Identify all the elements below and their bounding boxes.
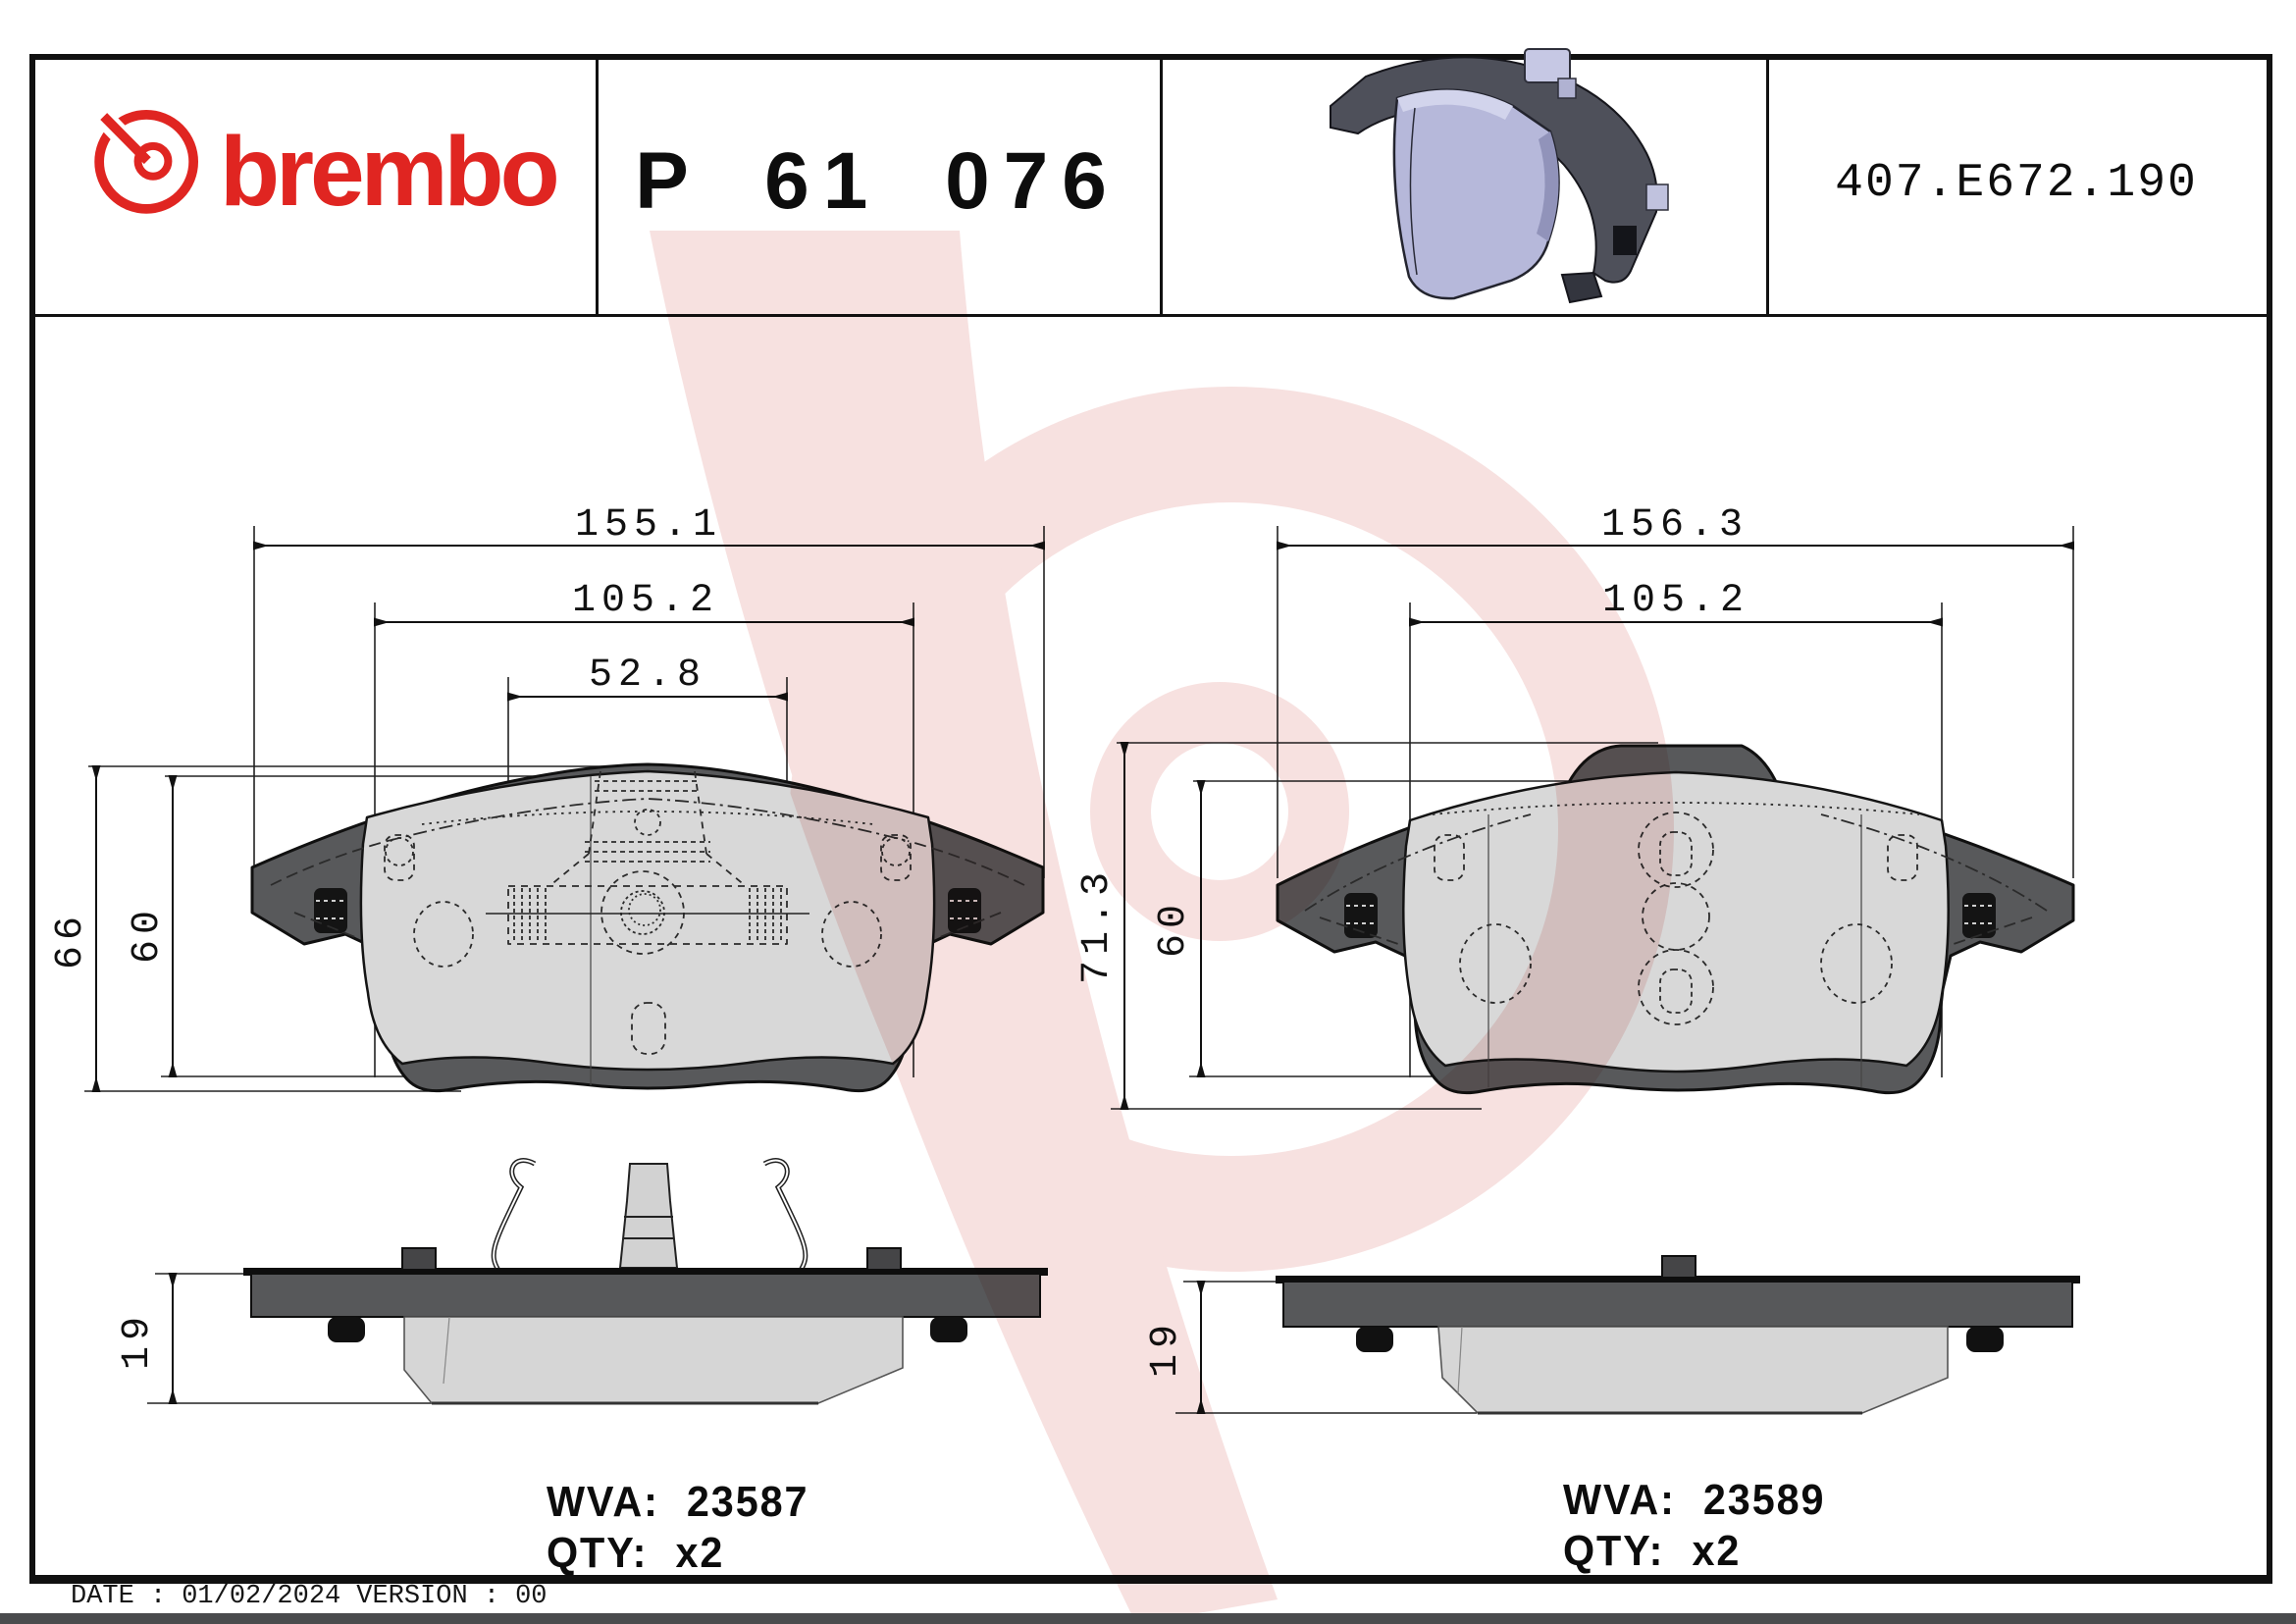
left-pad-side-view: 19 bbox=[116, 1158, 1048, 1405]
left-pad-front-view: 155.1 105.2 52.8 66 60 bbox=[49, 503, 1045, 1093]
brand-wordmark: brembo bbox=[220, 117, 560, 227]
left-friction-profile bbox=[403, 1316, 904, 1404]
right-qty-row: QTY: x2 bbox=[1563, 1527, 1741, 1576]
left-qty-row: QTY: x2 bbox=[547, 1529, 724, 1578]
footer-bar bbox=[0, 1613, 2296, 1624]
right-friction-step bbox=[1457, 1326, 1463, 1394]
version-value: 00 bbox=[515, 1582, 548, 1611]
right-wva-number: 23589 bbox=[1702, 1476, 1826, 1524]
catalog-code: 407.E672.190 bbox=[1835, 157, 2198, 210]
left-bar bbox=[250, 1273, 1041, 1318]
right-wva-label: WVA: bbox=[1563, 1476, 1676, 1524]
right-bar-tab bbox=[1661, 1255, 1696, 1279]
header-divider-1 bbox=[596, 54, 599, 315]
pad3d-edge-line bbox=[1409, 107, 1418, 276]
right-bar-clip-2 bbox=[1966, 1327, 2004, 1352]
right-wva-row: WVA: 23589 bbox=[1563, 1476, 1825, 1525]
left-bar-clip-2 bbox=[930, 1317, 967, 1342]
date-value: 01/02/2024 bbox=[182, 1582, 341, 1611]
part-number: P 61 076 bbox=[635, 136, 1121, 226]
right-bar bbox=[1282, 1281, 2073, 1328]
right-pad-side-view: 19 bbox=[1144, 1255, 2080, 1415]
right-qty-value: x2 bbox=[1692, 1527, 1742, 1575]
header-divider-2 bbox=[1160, 54, 1163, 315]
dim-right-pad-width: 105.2 bbox=[1602, 579, 1749, 623]
left-bar-tab-2 bbox=[866, 1247, 902, 1271]
version-label: VERSION : bbox=[356, 1582, 500, 1611]
left-qty-label: QTY: bbox=[547, 1529, 649, 1577]
brake-pad-3d-image bbox=[1330, 48, 1669, 304]
dim-right-pad-height: 60 bbox=[1152, 899, 1196, 958]
brembo-logo-icon bbox=[90, 104, 198, 214]
pad3d-top-face bbox=[1397, 89, 1513, 120]
left-center-tab bbox=[618, 1163, 679, 1269]
right-qty-label: QTY: bbox=[1563, 1527, 1665, 1575]
dim-left-pad-height: 60 bbox=[126, 905, 170, 964]
right-pad-front-view: 156.3 105.2 71.3 60 bbox=[1075, 503, 2075, 1110]
right-pad-friction bbox=[1402, 770, 1950, 1074]
pad3d-tab bbox=[1645, 183, 1669, 211]
pad3d-side-face bbox=[1537, 131, 1559, 241]
pad3d-clip bbox=[1524, 48, 1571, 83]
dim-left-pad-width: 105.2 bbox=[572, 579, 719, 623]
pad3d-clip-foot bbox=[1557, 78, 1577, 99]
dim-left-overall-height: 66 bbox=[49, 911, 93, 969]
left-pad-friction bbox=[359, 769, 936, 1072]
left-friction-step bbox=[443, 1316, 450, 1385]
right-bar-top-strip bbox=[1276, 1276, 2080, 1283]
left-wva-row: WVA: 23587 bbox=[547, 1478, 809, 1527]
dim-right-overall-width: 156.3 bbox=[1601, 503, 1748, 548]
dim-left-thickness: 19 bbox=[116, 1311, 160, 1370]
left-bar-tab-1 bbox=[401, 1247, 437, 1271]
pad3d-notch bbox=[1613, 226, 1637, 255]
left-qty-value: x2 bbox=[675, 1529, 725, 1577]
left-wva-label: WVA: bbox=[547, 1478, 659, 1526]
dim-right-overall-height: 71.3 bbox=[1075, 866, 1120, 984]
dim-left-feature-width: 52.8 bbox=[589, 654, 706, 698]
right-bar-clip-1 bbox=[1356, 1327, 1393, 1352]
dim-left-overall-width: 155.1 bbox=[575, 503, 722, 548]
pad3d-lug bbox=[1560, 271, 1603, 304]
right-friction-profile bbox=[1437, 1326, 1949, 1414]
date-label: DATE : bbox=[71, 1582, 167, 1611]
header-divider-3 bbox=[1766, 54, 1769, 315]
dim-right-thickness: 19 bbox=[1144, 1319, 1188, 1378]
left-wva-number: 23587 bbox=[686, 1478, 809, 1526]
left-bar-clip-1 bbox=[328, 1317, 365, 1342]
footer-revision-line: DATE : 01/02/2024 VERSION : 00 bbox=[71, 1582, 547, 1611]
